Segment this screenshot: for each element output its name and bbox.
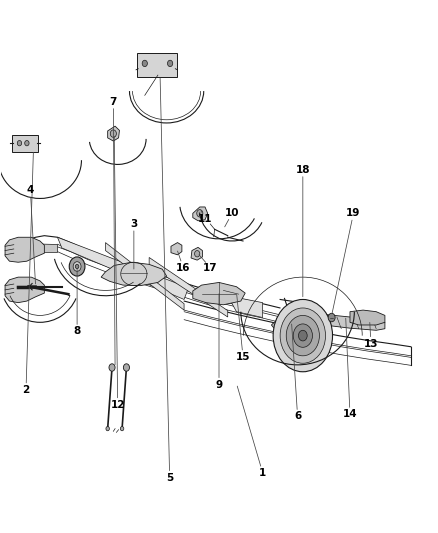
Text: 14: 14 <box>343 409 357 419</box>
FancyBboxPatch shape <box>137 53 177 77</box>
Polygon shape <box>149 257 228 317</box>
Polygon shape <box>228 296 263 318</box>
Circle shape <box>69 257 85 276</box>
Text: 9: 9 <box>215 379 223 390</box>
Text: 3: 3 <box>130 219 138 229</box>
Polygon shape <box>191 247 202 260</box>
Text: 1: 1 <box>259 468 266 478</box>
Polygon shape <box>272 312 315 332</box>
Polygon shape <box>57 237 188 300</box>
Polygon shape <box>101 262 166 286</box>
Circle shape <box>197 209 203 217</box>
Polygon shape <box>171 243 182 255</box>
Text: 16: 16 <box>176 263 191 272</box>
Polygon shape <box>306 313 385 330</box>
Circle shape <box>106 426 110 431</box>
Polygon shape <box>193 282 245 305</box>
Text: 17: 17 <box>203 263 218 272</box>
Circle shape <box>25 141 29 146</box>
Circle shape <box>286 316 319 356</box>
Text: 2: 2 <box>22 385 30 395</box>
Polygon shape <box>5 277 44 303</box>
Circle shape <box>75 264 79 269</box>
FancyBboxPatch shape <box>12 135 38 152</box>
Polygon shape <box>5 237 44 262</box>
Text: 10: 10 <box>225 208 239 219</box>
Circle shape <box>120 426 124 431</box>
Polygon shape <box>350 310 385 325</box>
Circle shape <box>110 130 117 138</box>
Polygon shape <box>18 243 57 252</box>
Text: 6: 6 <box>294 411 301 422</box>
Circle shape <box>124 364 130 371</box>
Circle shape <box>280 308 325 364</box>
Circle shape <box>17 141 21 146</box>
Polygon shape <box>106 243 184 310</box>
Text: 8: 8 <box>74 326 81 336</box>
Text: 7: 7 <box>110 96 117 107</box>
Text: 4: 4 <box>27 185 34 196</box>
Circle shape <box>109 364 115 371</box>
Polygon shape <box>193 207 208 221</box>
Circle shape <box>273 300 332 372</box>
Circle shape <box>298 330 307 341</box>
Text: 19: 19 <box>346 208 360 219</box>
Circle shape <box>194 251 200 257</box>
Circle shape <box>293 324 312 348</box>
Circle shape <box>142 60 148 67</box>
Text: 11: 11 <box>198 214 212 224</box>
Circle shape <box>328 313 335 322</box>
Text: 18: 18 <box>296 165 310 175</box>
Circle shape <box>73 262 81 271</box>
Text: 15: 15 <box>236 352 250 362</box>
Text: 12: 12 <box>110 400 125 410</box>
Text: 13: 13 <box>364 338 378 349</box>
Text: 5: 5 <box>166 473 173 482</box>
Polygon shape <box>108 126 120 141</box>
Circle shape <box>167 60 173 67</box>
